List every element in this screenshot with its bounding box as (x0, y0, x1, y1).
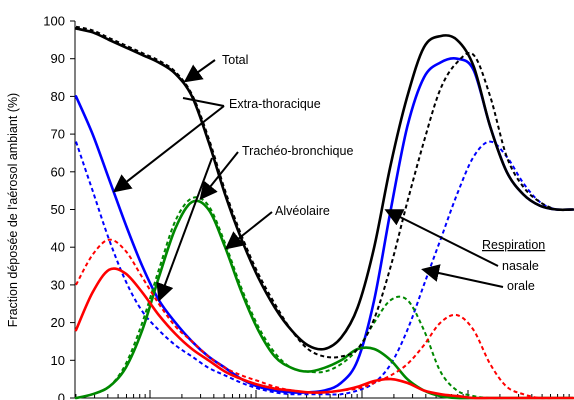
annotation-alveolaire: Alvéolaire (275, 204, 330, 218)
axes: 0 10 20 30 40 50 60 70 80 90 100 (43, 14, 574, 400)
y-tick-label: 50 (51, 202, 65, 217)
legend-title: Respiration (482, 238, 545, 252)
series-tracheo-bronchique-nasale-line (74, 199, 574, 400)
annotation-arrow-tracheo-bronchique-1 (199, 151, 239, 201)
y-tick-label: 60 (51, 164, 65, 179)
y-tick-label: 20 (51, 315, 65, 330)
series-extra-thoracique-nasale-line (74, 56, 574, 394)
series-total-nasale-line (74, 27, 574, 351)
annotation-tracheo-bronchique: Trachéo-bronchique (242, 144, 353, 158)
annotation-arrow-total (183, 59, 216, 83)
legend-connector-nasale (384, 209, 499, 267)
annotation-arrow-alveolaire (224, 211, 273, 250)
y-tick-label: 0 (58, 391, 65, 400)
y-tick-label: 90 (51, 51, 65, 66)
series-extra-thoracique-orale-line (75, 140, 574, 396)
y-tick-label: 10 (51, 353, 65, 368)
legend-connector-orale (421, 264, 504, 288)
y-tick-label: 30 (51, 277, 65, 292)
y-tick-label: 80 (51, 89, 65, 104)
series-alveolaire-orale-line (75, 238, 573, 400)
legend-item-orale: orale (507, 279, 535, 293)
series-alveolaire-nasale-line (74, 267, 574, 400)
legend-item-nasale: nasale (502, 259, 539, 273)
y-tick-label: 40 (51, 240, 65, 255)
y-tick-label: 70 (51, 127, 65, 142)
annotation-arrow-extra-thoracique-2 (182, 97, 225, 107)
annotation-arrow-tracheo-bronchique-2 (156, 157, 213, 302)
y-axis-label: Fraction déposée de l'aérosol ambiant (%… (6, 93, 20, 327)
annotation-arrow-extra-thoracique-1 (112, 105, 225, 193)
annotation-extra-thoracique: Extra-thoracique (229, 97, 321, 111)
annotation-layer: Total Extra-thoracique Trachéo-bronchiqu… (6, 53, 545, 327)
annotation-total: Total (222, 53, 248, 67)
y-tick-label: 100 (43, 14, 65, 29)
